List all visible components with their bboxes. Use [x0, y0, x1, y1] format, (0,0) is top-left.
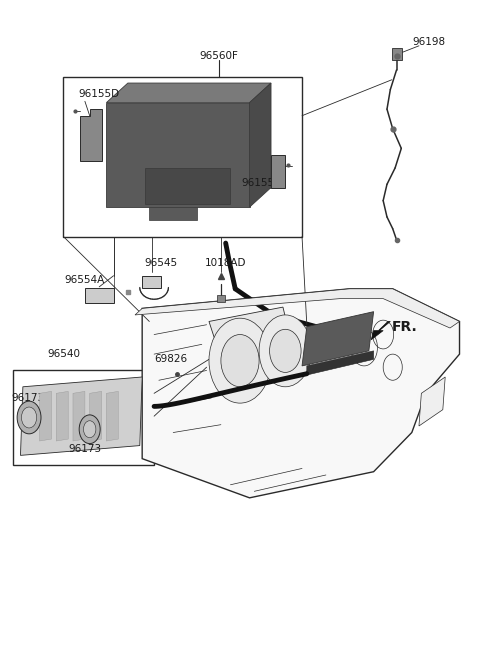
- Circle shape: [17, 401, 41, 434]
- Circle shape: [79, 415, 100, 443]
- Circle shape: [22, 407, 36, 428]
- Text: 96560F: 96560F: [199, 51, 238, 60]
- Polygon shape: [142, 289, 459, 498]
- Text: 96173: 96173: [11, 393, 44, 403]
- Text: 96554A: 96554A: [65, 276, 105, 285]
- Text: 69826: 69826: [154, 354, 187, 364]
- Circle shape: [84, 420, 96, 438]
- Polygon shape: [39, 392, 51, 441]
- Polygon shape: [392, 49, 402, 60]
- Text: 96540: 96540: [47, 349, 80, 359]
- Polygon shape: [73, 392, 85, 441]
- Polygon shape: [21, 377, 142, 455]
- Polygon shape: [271, 155, 285, 188]
- Polygon shape: [149, 207, 197, 220]
- Circle shape: [270, 329, 301, 373]
- Polygon shape: [302, 312, 373, 366]
- Polygon shape: [85, 287, 114, 303]
- Polygon shape: [371, 321, 390, 340]
- Polygon shape: [142, 276, 161, 287]
- Polygon shape: [307, 351, 373, 375]
- Text: 96155E: 96155E: [241, 178, 281, 188]
- Text: 96198: 96198: [412, 37, 445, 47]
- Text: 96545: 96545: [144, 258, 178, 268]
- Circle shape: [259, 315, 312, 387]
- Bar: [13, 371, 154, 465]
- Text: 1018AD: 1018AD: [205, 258, 246, 268]
- Polygon shape: [135, 289, 459, 328]
- Polygon shape: [217, 295, 225, 302]
- Circle shape: [209, 318, 271, 403]
- Polygon shape: [107, 392, 118, 441]
- Text: 96155D: 96155D: [79, 89, 120, 99]
- Polygon shape: [250, 83, 271, 207]
- Circle shape: [221, 335, 259, 387]
- Text: 96173: 96173: [68, 444, 101, 454]
- Bar: [63, 77, 302, 237]
- Text: FR.: FR.: [392, 319, 418, 334]
- Polygon shape: [107, 102, 250, 207]
- Polygon shape: [419, 377, 445, 426]
- Polygon shape: [144, 168, 230, 204]
- Polygon shape: [80, 109, 102, 161]
- Polygon shape: [90, 392, 102, 441]
- Polygon shape: [209, 307, 297, 380]
- Polygon shape: [56, 392, 68, 441]
- Polygon shape: [107, 83, 271, 102]
